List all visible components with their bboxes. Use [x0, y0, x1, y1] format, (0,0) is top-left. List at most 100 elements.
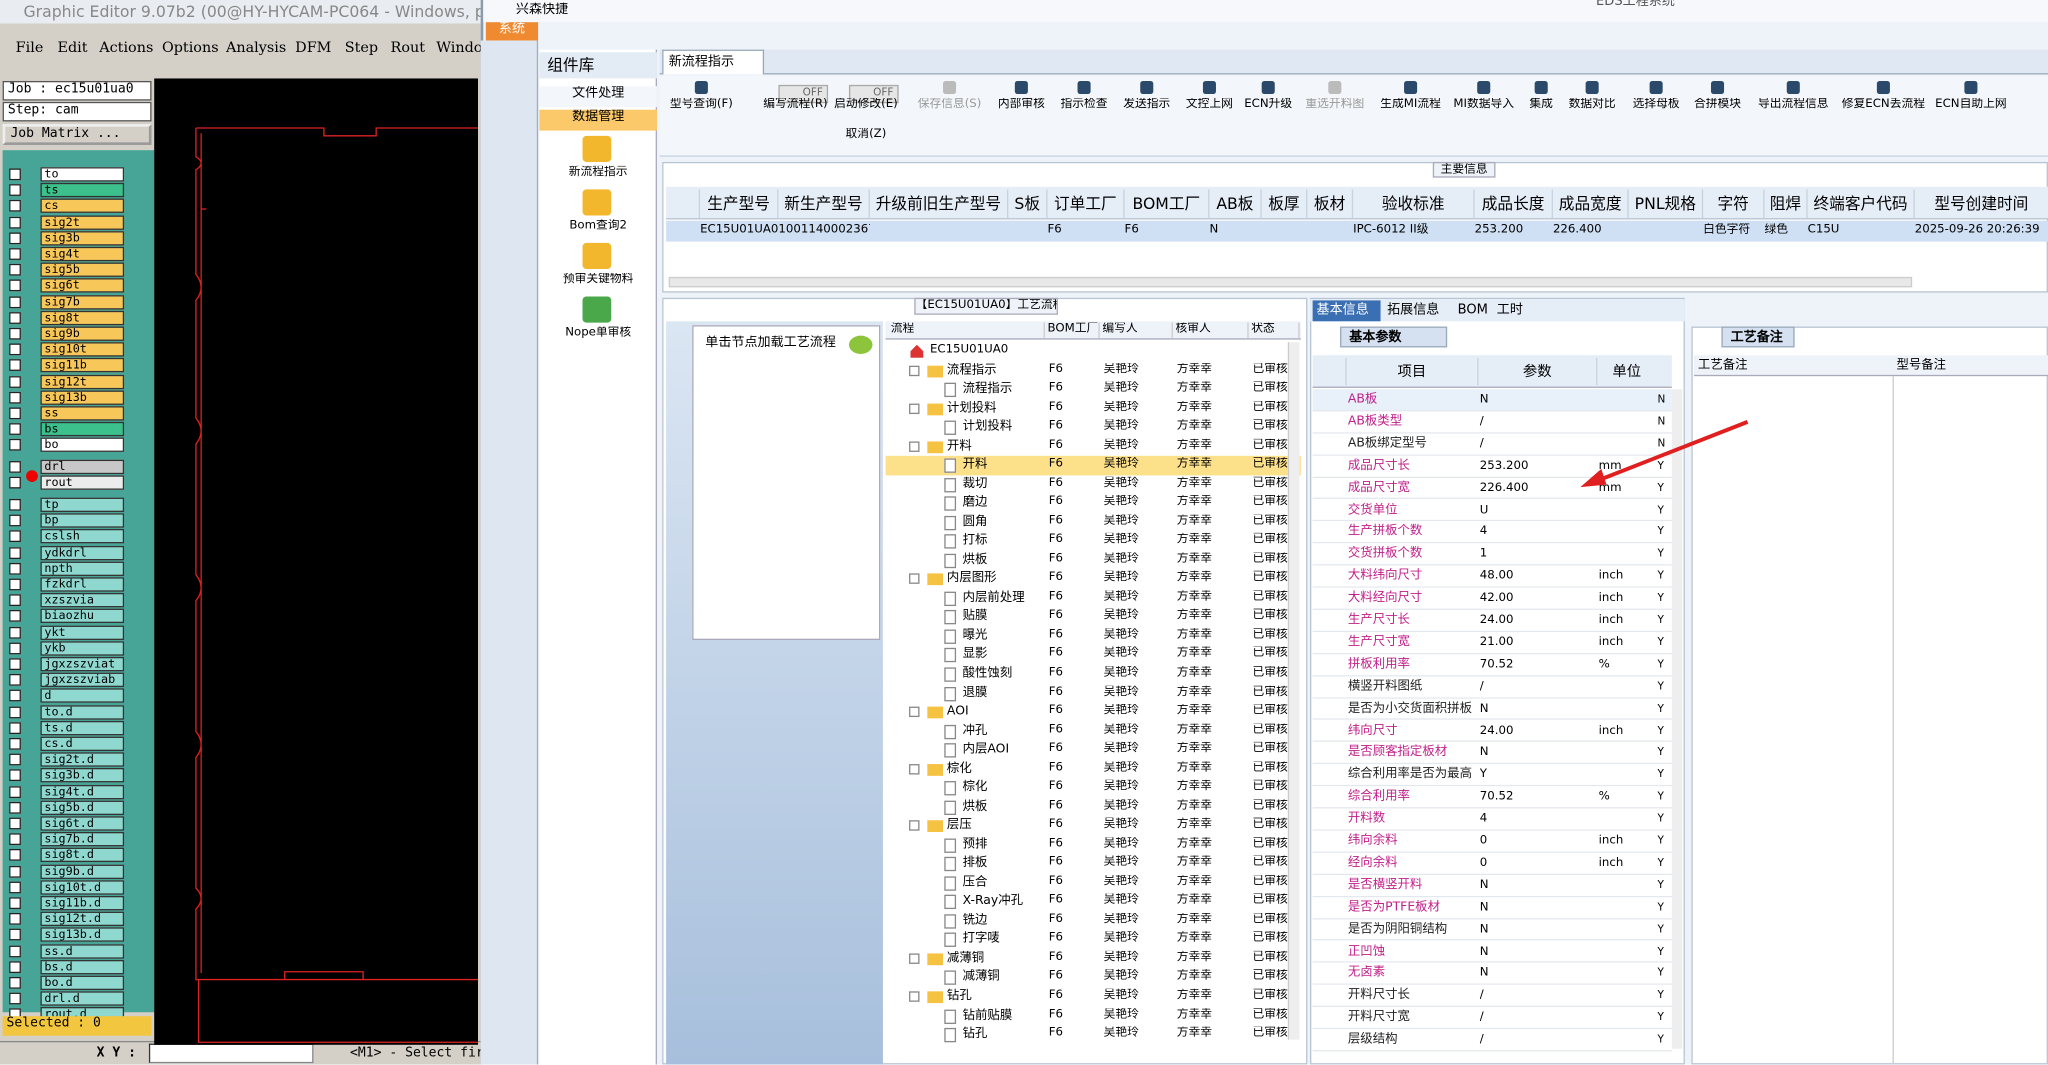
layer-name[interactable]: ss [40, 406, 125, 421]
remarks-tab[interactable]: 工艺备注 [1721, 326, 1795, 348]
tree-node[interactable]: 酸性蚀刻 [962, 666, 1013, 681]
layer-name[interactable]: bs.d [40, 959, 125, 975]
layer-name[interactable]: cs.d [40, 736, 125, 752]
toolbar-label[interactable]: 修复ECN丢流程 [1841, 97, 1926, 112]
tree-node[interactable]: 钻孔 [946, 988, 972, 1004]
tool-label[interactable]: 新流程指示 [568, 165, 628, 179]
menu-item[interactable]: Analysis [225, 39, 287, 57]
tree-node[interactable]: 内层前处理 [962, 590, 1025, 605]
tree-node[interactable]: 铣边 [962, 912, 988, 928]
layer-name[interactable]: sig10t.d [40, 880, 125, 895]
toolbar-label[interactable]: 数据对比 [1568, 97, 1616, 112]
tree-node[interactable]: 棕化 [962, 779, 988, 795]
tree-node[interactable]: 内层AOI [962, 742, 1010, 757]
toolbar-label[interactable]: 编写流程(R) [763, 97, 828, 112]
layer-name[interactable]: biaozhu [40, 609, 125, 624]
layer-name[interactable]: fzkdrl [40, 577, 125, 592]
layer-name[interactable]: to [40, 167, 125, 182]
layer-name[interactable]: sig2t [40, 214, 125, 230]
tree-node[interactable]: 计划投料 [946, 400, 997, 415]
toolbar-label[interactable]: 文控上网 [1185, 97, 1233, 112]
layer-name[interactable]: sig7b.d [40, 832, 125, 847]
params-tab[interactable]: BOM [1457, 303, 1488, 318]
layer-name[interactable]: drl.d [40, 991, 125, 1006]
layer-name[interactable]: npth [40, 561, 125, 576]
tree-node[interactable]: 打字唛 [962, 931, 1000, 947]
layer-name[interactable]: sig8t [40, 310, 125, 325]
menu-item[interactable]: Options [161, 39, 219, 57]
layer-name[interactable]: xzszvia [40, 593, 125, 608]
tree-node[interactable]: 层压 [946, 817, 972, 833]
layer-name[interactable]: sig6t.d [40, 816, 125, 831]
layer-name[interactable]: cs [40, 199, 125, 214]
toolbar-label[interactable]: ECN升级 [1244, 97, 1293, 112]
toolbar-label[interactable]: 重选开料图 [1305, 97, 1365, 112]
tree-node[interactable]: 钻前贴膜 [962, 1007, 1013, 1023]
layer-name[interactable]: sig4t [40, 246, 125, 262]
layer-name[interactable]: bs [40, 422, 125, 437]
layer-name[interactable]: sig11b.d [40, 895, 125, 911]
toggle-switch[interactable]: OFF [848, 84, 899, 104]
tree-node[interactable]: 排板 [962, 855, 988, 871]
layer-name[interactable]: sig6t [40, 278, 125, 294]
layer-name[interactable]: d [40, 688, 125, 704]
tree-node[interactable]: 流程指示 [962, 381, 1013, 396]
layer-name[interactable]: sig12t [40, 374, 125, 389]
library-group[interactable]: 文件处理 [539, 86, 657, 108]
params-tab[interactable]: 基本信息 [1312, 300, 1381, 322]
layer-name[interactable]: cslsh [40, 529, 125, 544]
tree-node[interactable]: X-Ray冲孔 [962, 893, 1024, 909]
tree-node[interactable]: 减薄铜 [962, 969, 1000, 985]
layer-name[interactable]: jgxzszviab [40, 672, 125, 688]
layer-name[interactable]: sig12t.d [40, 911, 125, 927]
tree-node[interactable]: 退膜 [962, 685, 988, 700]
layer-name[interactable]: jgxzszviat [40, 656, 125, 672]
tree-node[interactable]: 圆角 [962, 514, 988, 529]
tree-node[interactable]: 打标 [962, 533, 988, 548]
layer-name[interactable]: ss.d [40, 943, 125, 959]
tree-node[interactable]: 计划投料 [962, 419, 1013, 434]
menu-item[interactable]: File [15, 39, 44, 57]
menu-item[interactable]: Step [344, 39, 379, 57]
toolbar-label[interactable]: 选择母板 [1632, 97, 1680, 112]
params-tab[interactable]: 拓展信息 [1387, 303, 1440, 318]
toolbar-label[interactable]: 集成 [1529, 97, 1553, 112]
params-subtab[interactable]: 基本参数 [1340, 326, 1448, 348]
toolbar-label[interactable]: 合拼模块 [1693, 97, 1742, 112]
library-group[interactable]: 数据管理 [539, 109, 657, 131]
toolbar-label[interactable]: 启动修改(E) [834, 97, 898, 112]
layer-name[interactable]: sig10t [40, 342, 125, 357]
layer-name[interactable]: sig8t.d [40, 848, 125, 863]
tool-label[interactable]: Bom查询2 [569, 219, 628, 233]
layer-name[interactable]: sig7b [40, 294, 125, 310]
toolbar-label[interactable]: 指示检查 [1060, 97, 1108, 112]
tree-node[interactable]: 预排 [962, 836, 988, 852]
toolbar-label[interactable]: 取消(Z) [845, 127, 887, 142]
layer-name[interactable]: sig13b.d [40, 927, 125, 943]
menu-item[interactable]: Actions [99, 39, 154, 57]
tree-node[interactable]: 开料 [962, 457, 988, 472]
tree-node[interactable]: EC15U01UA0 [929, 343, 1009, 357]
layer-name[interactable]: drl [40, 459, 125, 475]
system-tab[interactable]: 系统 [485, 22, 539, 41]
layer-name[interactable]: sig3b.d [40, 768, 125, 783]
layer-name[interactable]: tp [40, 497, 125, 512]
tree-node[interactable]: 曝光 [962, 628, 988, 643]
menu-item[interactable]: Edit [57, 39, 88, 57]
xy-input[interactable] [148, 1043, 314, 1064]
job-matrix-button[interactable]: Job Matrix ... [2, 124, 152, 145]
menu-item[interactable]: DFM [295, 39, 332, 57]
toolbar-label[interactable]: 型号查询(F) [669, 97, 733, 112]
menu-item[interactable]: Rout [390, 39, 426, 57]
tree-node[interactable]: 烘板 [962, 798, 988, 814]
layer-name[interactable]: sig2t.d [40, 752, 125, 767]
layer-name[interactable]: sig13b [40, 390, 125, 405]
params-tab[interactable]: 工时 [1496, 303, 1523, 318]
tree-node[interactable]: 开料 [946, 438, 972, 453]
layer-name[interactable]: ts [40, 183, 125, 198]
toolbar-label[interactable]: MI数据导入 [1453, 97, 1515, 112]
tree-node[interactable]: 烘板 [962, 552, 988, 567]
tree-node[interactable]: 减薄铜 [946, 950, 985, 966]
tree-node[interactable]: 内层图形 [946, 571, 997, 586]
toolbar-label[interactable]: 生成MI流程 [1380, 97, 1441, 112]
